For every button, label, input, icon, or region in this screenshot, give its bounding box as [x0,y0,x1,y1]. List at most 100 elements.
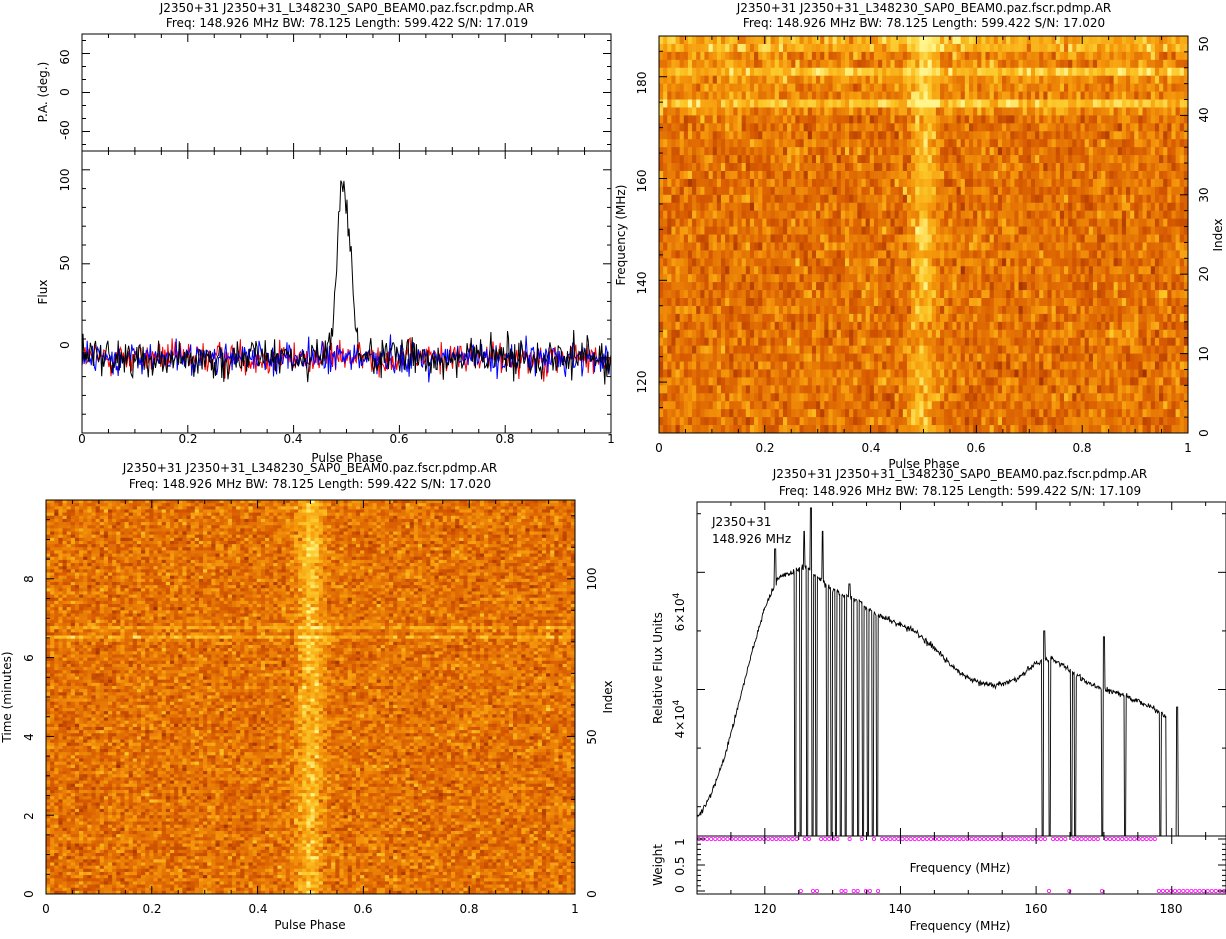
heat-cell [924,298,929,306]
heat-cell [816,235,821,243]
heat-cell [1072,44,1077,52]
heat-cell [928,314,933,322]
heat-cell [1118,52,1123,60]
heat-cell [1010,171,1015,179]
heat-cell [911,258,916,266]
heat-cell [1109,227,1114,235]
heat-cell [1085,242,1090,250]
heat-cell [1126,163,1131,171]
heat-cell [1072,179,1077,187]
heat-cell [1089,322,1094,330]
heat-cell [985,100,990,108]
heat-cell [1035,76,1040,84]
heat-cell [680,290,685,298]
heat-cell [659,187,664,195]
heat-cell [1167,235,1172,243]
heat-cell [1056,131,1061,139]
heat-cell [1060,147,1065,155]
heat-cell [833,60,838,68]
heat-cell [1101,282,1106,290]
heat-cell [721,298,726,306]
heat-cell [961,203,966,211]
heat-cell [957,107,962,115]
heat-cell [795,314,800,322]
heat-cell [919,314,924,322]
heat-cell [1147,211,1152,219]
heat-cell [1126,219,1131,227]
heat-cell [886,306,891,314]
heat-cell [1039,211,1044,219]
heat-cell [1010,84,1015,92]
heat-cell [944,195,949,203]
heat-cell [961,242,966,250]
heat-cell [1180,68,1185,76]
heat-cell [895,123,900,131]
heat-cell [952,298,957,306]
heat-cell [688,250,693,258]
heat-cell [676,266,681,274]
heat-cell [878,52,883,60]
heat-cell [957,179,962,187]
heat-cell [1052,322,1057,330]
heat-cell [721,155,726,163]
heat-cell [837,139,842,147]
heat-cell [1093,203,1098,211]
heat-cell [667,314,672,322]
heat-cell [779,163,784,171]
heat-cell [688,282,693,290]
heat-cell [808,155,813,163]
heat-cell [899,290,904,298]
heat-cell [1076,123,1081,131]
heat-cell [696,298,701,306]
heat-cell [1072,203,1077,211]
heat-cell [948,52,953,60]
heat-cell [849,131,854,139]
heat-cell [1002,314,1007,322]
heat-cell [676,282,681,290]
heat-cell [1085,290,1090,298]
heat-cell [944,163,949,171]
heat-cell [1122,155,1127,163]
heat-cell [1122,36,1127,44]
heat-cell [882,203,887,211]
heat-cell [696,139,701,147]
heat-cell [700,250,705,258]
heat-cell [721,219,726,227]
heat-cell [671,211,676,219]
heat-cell [985,306,990,314]
heat-cell [820,155,825,163]
heat-cell [936,84,941,92]
heat-cell [1031,163,1036,171]
heat-cell [766,76,771,84]
heat-cell [1122,235,1127,243]
heat-cell [994,123,999,131]
heat-cell [849,298,854,306]
heat-cell [725,250,730,258]
heat-cell [692,84,697,92]
heat-cell [704,322,709,330]
heat-cell [812,258,817,266]
heat-cell [1176,211,1181,219]
heat-cell [820,36,825,44]
heat-cell [936,179,941,187]
heat-cell [870,52,875,60]
heat-cell [742,52,747,60]
heat-cell [700,274,705,282]
heat-cell [671,155,676,163]
heat-cell [940,107,945,115]
heat-cell [1076,92,1081,100]
heat-cell [1134,322,1139,330]
heat-cell [862,123,867,131]
heat-cell [1047,60,1052,68]
heat-cell [758,36,763,44]
heat-cell [766,298,771,306]
heat-cell [766,92,771,100]
heat-cell [965,68,970,76]
heat-cell [1176,322,1181,330]
heat-cell [841,179,846,187]
heat-cell [957,52,962,60]
heat-cell [804,52,809,60]
heat-cell [973,306,978,314]
heat-cell [1027,314,1032,322]
heat-cell [981,187,986,195]
